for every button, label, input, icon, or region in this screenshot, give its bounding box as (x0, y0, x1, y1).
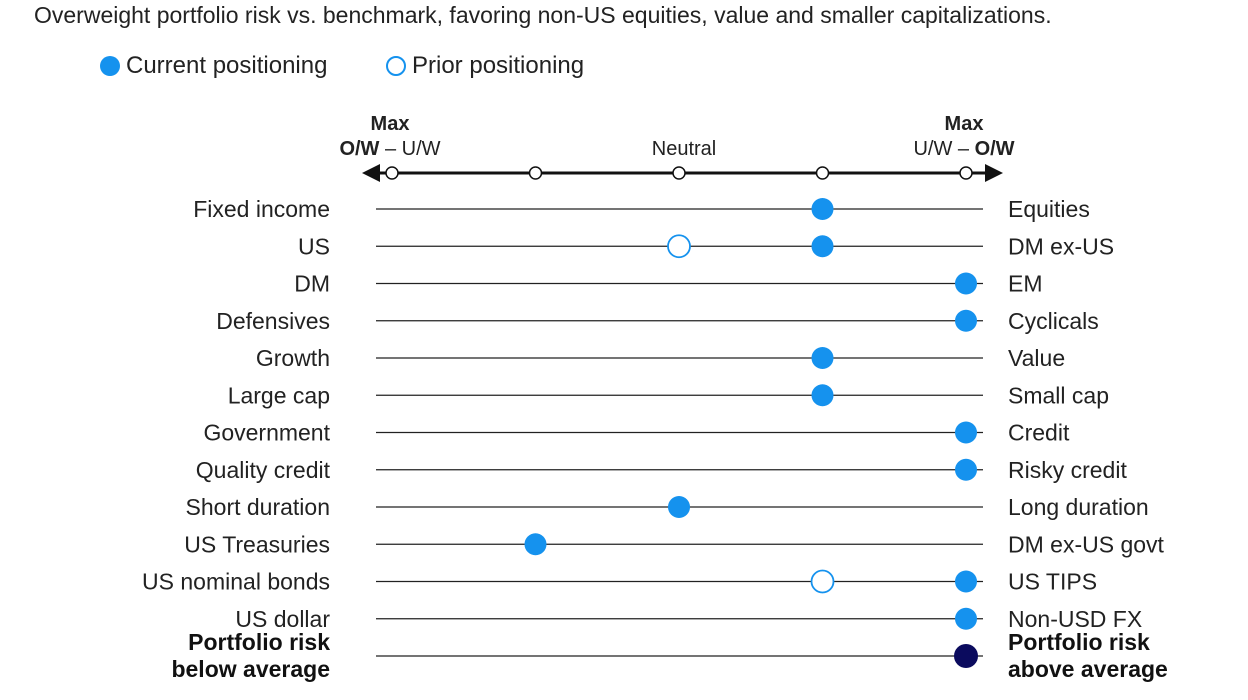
right-label: DM ex-US (1008, 233, 1114, 259)
right-label: Small cap (1008, 382, 1109, 408)
current-marker (811, 347, 834, 369)
right-label: Non-USD FX (1008, 606, 1142, 632)
right-axis-label: U/W – O/W (913, 138, 1014, 160)
left-label: Fixed income (193, 196, 330, 222)
prior-marker (667, 234, 691, 259)
left-label: US (298, 233, 330, 259)
current-marker (811, 198, 834, 220)
row-6: Government Credit (203, 420, 1070, 446)
left-max-label: Max (371, 113, 410, 135)
current-marker (955, 421, 977, 444)
row-0: Fixed income Equities (193, 196, 1090, 222)
right-label: DM ex-US govt (1008, 531, 1165, 557)
left-label: Growth (256, 345, 330, 371)
right-label: Equities (1008, 196, 1090, 222)
row-3: Defensives Cyclicals (216, 308, 1099, 334)
prior-marker (810, 569, 835, 594)
left-label: Short duration (186, 494, 330, 520)
current-marker (955, 458, 977, 481)
left-label: Large cap (228, 382, 330, 408)
scale-tick-0 (385, 166, 399, 180)
right-uw-label: U/W – (913, 138, 974, 160)
row-2: DM EM (294, 271, 1042, 297)
filled-circle-icon (100, 56, 120, 76)
hollow-circle-icon (386, 56, 406, 76)
current-marker (524, 533, 547, 556)
right-label: Credit (1008, 420, 1070, 446)
right-max-label: Max (945, 113, 984, 135)
row-9: US Treasuries DM ex-US govt (184, 531, 1164, 557)
right-label: Value (1008, 345, 1065, 371)
row-8: Short duration Long duration (186, 494, 1149, 520)
neutral-label: Neutral (652, 138, 716, 160)
left-label-line-1: below average (171, 656, 330, 682)
right-label: Cyclicals (1008, 308, 1099, 334)
left-label: Government (203, 420, 330, 446)
left-label-line-0: Portfolio risk (188, 629, 330, 655)
left-label: US Treasuries (184, 531, 330, 557)
current-marker (811, 235, 834, 258)
legend-current: Current positioning (100, 52, 327, 80)
left-label: US nominal bonds (142, 569, 330, 595)
right-label: EM (1008, 271, 1043, 297)
legend-prior: Prior positioning (386, 52, 584, 80)
row-10: US nominal bonds US TIPS (142, 569, 1097, 595)
right-label: Risky credit (1008, 457, 1127, 483)
right-label-line-1: above average (1008, 656, 1168, 682)
left-arrow-icon (362, 164, 380, 182)
current-marker (955, 309, 977, 332)
left-uw-label: – U/W (379, 138, 440, 160)
left-ow-label: O/W (339, 138, 379, 160)
scale-tick-4 (959, 166, 973, 180)
chart-subtitle: Overweight portfolio risk vs. benchmark,… (34, 2, 1052, 28)
right-label: US TIPS (1008, 569, 1097, 595)
right-ow-label: O/W (975, 138, 1015, 160)
portfolio-risk-marker (954, 644, 978, 668)
left-label: US dollar (235, 606, 330, 632)
right-label: Long duration (1008, 494, 1149, 520)
right-label-line-0: Portfolio risk (1008, 629, 1150, 655)
scale-tick-1 (528, 166, 543, 180)
right-label: Portfolio risk above average (1008, 629, 1168, 682)
scale-tick-2 (672, 166, 686, 180)
row-11: US dollar Non-USD FX (235, 606, 1142, 632)
row-1: US DM ex-US (298, 233, 1114, 259)
left-label: DM (294, 271, 330, 297)
row-5: Large cap Small cap (228, 382, 1109, 408)
left-axis-label: O/W – U/W (339, 138, 440, 160)
left-label: Defensives (216, 308, 330, 334)
legend-current-label: Current positioning (126, 52, 328, 79)
current-marker (955, 570, 977, 593)
legend-prior-label: Prior positioning (412, 52, 585, 79)
current-marker (955, 607, 977, 630)
row-7: Quality credit Risky credit (196, 457, 1128, 483)
current-marker (955, 272, 977, 295)
right-arrow-icon (985, 164, 1003, 182)
left-label: Quality credit (196, 457, 331, 483)
current-marker (811, 384, 834, 407)
current-marker (668, 496, 690, 518)
row-4: Growth Value (256, 345, 1065, 371)
left-label: Portfolio risk below average (171, 629, 330, 682)
scale-tick-3 (815, 166, 830, 180)
